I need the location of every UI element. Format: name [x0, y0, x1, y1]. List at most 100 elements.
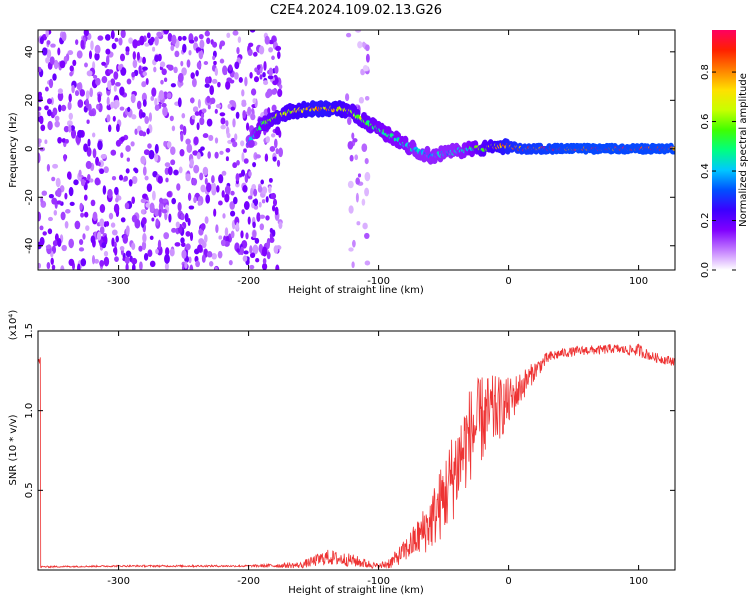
spectrogram-noise-cell: [66, 120, 73, 127]
spectrogram-noise-cell: [56, 200, 62, 205]
spectrogram-noise-cell: [232, 196, 238, 205]
spectrogram-noise-cell: [219, 150, 224, 155]
spectrogram-noise-cell: [61, 104, 67, 112]
spectrogram-noise-cell: [272, 80, 278, 86]
spectrogram-noise-cell: [236, 46, 240, 55]
spectrogram-noise-cell: [77, 263, 81, 270]
spectrogram-noise-cell: [61, 244, 67, 252]
spectrogram-noise-cell: [204, 30, 210, 37]
spectrogram-noise-cell: [164, 262, 169, 270]
spectrogram-noise-cell: [347, 140, 354, 150]
spectrogram-noise-cell: [90, 199, 96, 207]
spectrogram-noise-cell: [253, 76, 260, 83]
spectrogram-noise-cell: [110, 101, 115, 109]
spectrogram-y-tick-label: -40: [24, 238, 35, 254]
spectrogram-noise-cell: [186, 143, 193, 154]
spectrogram-noise-cell: [201, 241, 207, 249]
spectrogram-noise-cell: [259, 214, 266, 219]
spectrogram-noise-cell: [125, 145, 131, 152]
colorbar-ticks: 0.0 0.2 0.4 0.6 0.8: [700, 64, 736, 278]
spectrogram-noise-cell: [236, 160, 240, 166]
spectrogram-noise-cell: [46, 262, 51, 270]
spectrogram-noise-cell: [52, 240, 58, 247]
spectrogram-noise-cell: [152, 170, 158, 178]
spectrogram-noise-cell: [58, 104, 62, 113]
spectrogram-noise-cell: [76, 50, 83, 59]
spectrogram-noise-cell: [173, 169, 179, 176]
spectrogram-noise-cell: [224, 185, 231, 195]
spectrogram-noise-cell: [63, 125, 70, 133]
spectrogram-noise-cell: [111, 42, 117, 50]
snr-y-tick-label: 1.5: [24, 323, 35, 339]
spectrogram-noise-cell: [91, 255, 96, 265]
spectrogram-noise-cell: [144, 115, 150, 125]
spectrogram-noise-cell: [182, 35, 187, 41]
spectrogram-noise-cell: [60, 211, 66, 221]
spectrogram-noise-cell: [275, 148, 279, 155]
spectrogram-noise-cell: [256, 69, 261, 76]
spectrogram-noise-cell: [132, 59, 138, 69]
spectrogram-noise-cell: [85, 90, 90, 100]
spectrogram-noise-cell: [253, 188, 258, 197]
spectrogram-noise-cell: [273, 245, 279, 254]
spectrogram-noise-cell: [204, 83, 210, 88]
spectrogram-noise-cell: [141, 81, 147, 88]
spectrogram-noise-cell: [138, 245, 143, 252]
spectrogram-noise-cell: [118, 37, 123, 46]
spectrogram-noise-cell: [125, 168, 130, 174]
spectrogram-noise-cell: [44, 105, 49, 111]
spectrogram-noise-cell: [193, 36, 199, 42]
spectrogram-noise-cell: [232, 141, 238, 148]
spectrogram-noise-cell: [204, 177, 208, 185]
spectrogram-noise-cell: [103, 166, 109, 174]
spectrogram-noise-cell: [165, 247, 170, 256]
spectrogram-noise-cell: [138, 130, 144, 137]
spectrogram-noise-cell: [188, 49, 192, 56]
spectrogram-noise-cell: [188, 39, 195, 44]
spectrogram-noise-cell: [97, 93, 102, 103]
spectrogram-noise-cell: [195, 69, 199, 77]
spectrogram-noise-cell: [142, 99, 147, 107]
spectrogram-noise-cell: [145, 78, 149, 85]
spectrogram-noise-cell: [127, 106, 131, 113]
spectrogram-noise-cell: [79, 202, 83, 211]
spectrogram-noise-cell: [47, 228, 53, 235]
spectrogram-noise-cell: [113, 241, 117, 248]
spectrogram-noise-cell: [267, 107, 271, 114]
spectrogram-noise-cell: [67, 50, 74, 56]
spectrogram-noise-cell: [115, 99, 120, 108]
spectrogram-noise-cell: [131, 114, 137, 120]
spectrogram-noise-cell: [47, 216, 54, 222]
spectrogram-noise-cell: [106, 96, 110, 106]
spectrogram-noise-cell: [193, 196, 197, 204]
spectrogram-noise-cell: [52, 107, 58, 116]
spectrogram-noise-cell: [169, 115, 174, 122]
spectrogram-noise-cell: [110, 30, 115, 40]
spectrogram-noise-cell: [226, 132, 231, 139]
spectrogram-noise-cell: [179, 148, 185, 157]
spectrogram-noise-cell: [113, 85, 117, 92]
spectrogram-noise-cell: [46, 40, 51, 45]
snr-x-tick-label: -200: [237, 576, 260, 587]
spectrogram-noise-cell: [236, 248, 240, 253]
spectrogram-noise-cell: [243, 158, 249, 164]
spectrogram-noise-cell: [167, 166, 173, 176]
spectrogram-noise-cell: [162, 106, 168, 117]
spectrogram-noise-cell: [80, 178, 86, 187]
spectrogram-noise-cell: [105, 220, 110, 227]
spectrogram-noise-cell: [38, 111, 41, 118]
spectrogram-noise-cell: [38, 211, 42, 222]
spectrogram-noise-cell: [88, 110, 95, 117]
spectrogram-noise-cell: [124, 202, 130, 210]
spectrogram-noise-cell: [194, 111, 200, 116]
spectrogram-noise-cell: [154, 98, 158, 107]
spectrogram-noise-cell: [156, 31, 163, 38]
spectrogram-noise-cell: [250, 88, 257, 96]
spectrogram-noise-cell: [78, 238, 84, 246]
spectrogram-noise-cell: [232, 30, 239, 36]
spectrogram-noise-cell: [57, 238, 62, 247]
spectrogram-noise-cell: [149, 260, 156, 268]
spectrogram-noise-cell: [107, 188, 113, 199]
spectrogram-noise-cell: [39, 36, 44, 45]
spectrogram-noise-cell: [131, 214, 138, 223]
